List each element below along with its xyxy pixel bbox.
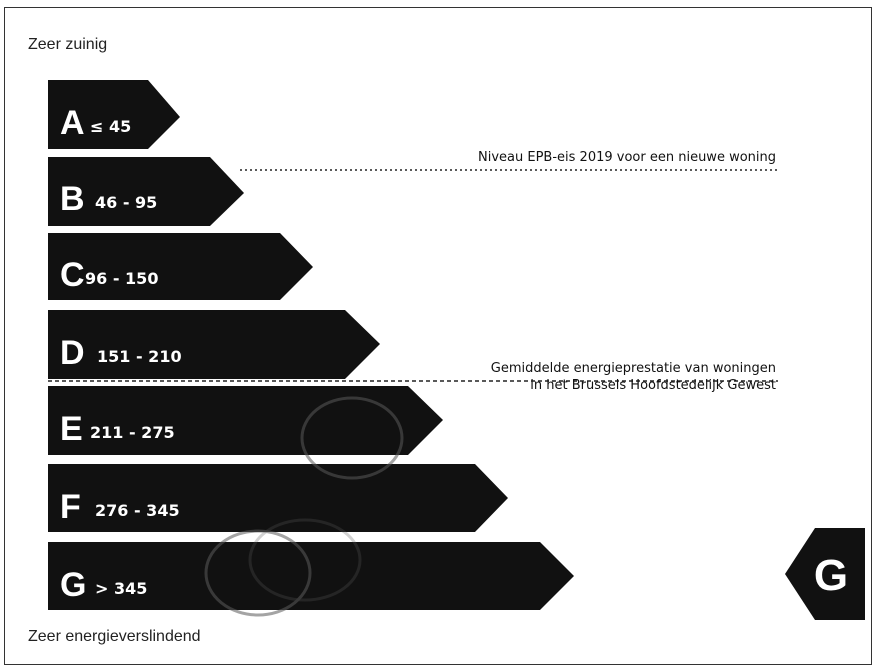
scale-bottom-label: Zeer energieverslindend: [28, 628, 201, 645]
current-class-letter: G: [814, 551, 848, 600]
class-bar-d: D 151 - 210: [48, 310, 380, 379]
class-letter-a: A: [60, 104, 85, 142]
class-letter-e: E: [60, 410, 83, 448]
class-range-d: 151 - 210: [97, 347, 182, 366]
average-reference-line1: Gemiddelde energieprestatie van woningen: [490, 361, 776, 376]
class-bar-e: E 211 - 275: [48, 386, 443, 455]
average-reference-label: Gemiddelde energieprestatie van woningen…: [491, 360, 776, 394]
class-range-b: 46 - 95: [95, 193, 157, 212]
class-letter-f: F: [60, 488, 81, 526]
class-bar-f: F 276 - 345: [48, 464, 508, 532]
class-letter-c: C: [60, 256, 85, 294]
average-reference-line2: in het Brussels Hoofdstedelijk Gewest: [530, 378, 776, 393]
scale-top-label: Zeer zuinig: [28, 36, 108, 53]
class-letter-b: B: [60, 180, 85, 218]
current-class-indicator: G: [785, 528, 865, 620]
class-range-f: 276 - 345: [95, 501, 180, 520]
class-range-e: 211 - 275: [90, 423, 175, 442]
class-range-c: 96 - 150: [85, 269, 158, 288]
class-bar-b: B 46 - 95: [48, 157, 244, 226]
class-range-a: ≤ 45: [90, 117, 131, 136]
class-bar-a: A ≤ 45: [48, 80, 180, 149]
class-range-g: > 345: [95, 579, 147, 598]
class-letter-d: D: [60, 334, 85, 372]
watermark-rings: [204, 396, 404, 617]
class-letter-g: G: [60, 566, 86, 604]
class-bar-c: C 96 - 150: [48, 233, 313, 300]
epb-2019-reference-label: Niveau EPB-eis 2019 voor een nieuwe woni…: [478, 150, 776, 165]
